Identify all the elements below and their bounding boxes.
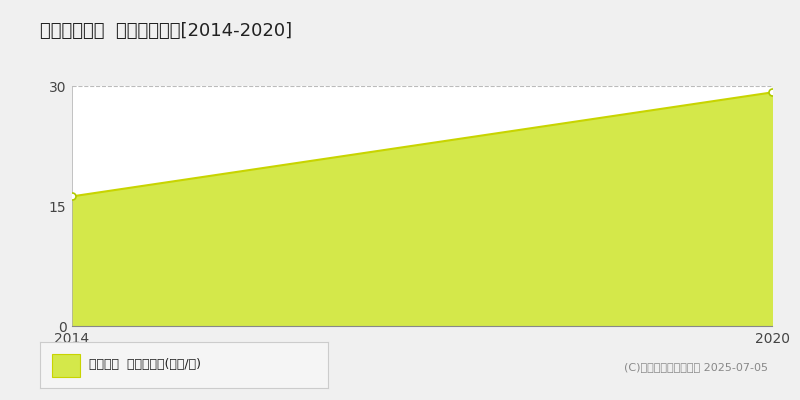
- Point: [66, 193, 78, 200]
- Text: 別府市汐見町  土地価格推移[2014-2020]: 別府市汐見町 土地価格推移[2014-2020]: [40, 22, 292, 40]
- Point: [766, 89, 778, 96]
- Bar: [51, 354, 80, 376]
- Text: 土地価格  平均坪単価(万円/坪): 土地価格 平均坪単価(万円/坪): [89, 358, 201, 372]
- Text: (C)土地価格ドットコム 2025-07-05: (C)土地価格ドットコム 2025-07-05: [624, 362, 768, 372]
